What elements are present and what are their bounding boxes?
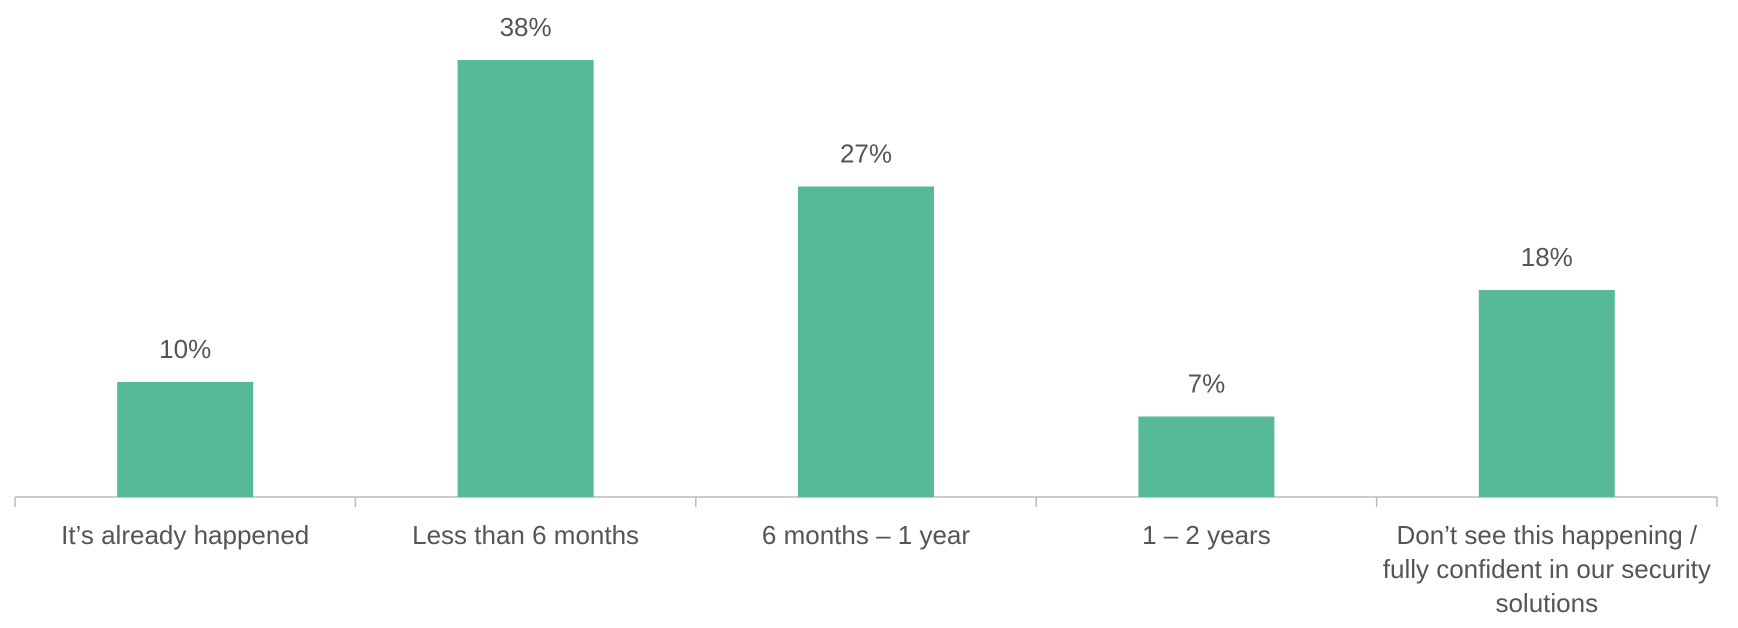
value-label: 38%: [500, 12, 552, 42]
value-label: 27%: [840, 139, 892, 169]
bar: [457, 60, 594, 497]
bar: [117, 382, 254, 497]
x-tick-label: Don’t see this happening / fully confide…: [1382, 520, 1711, 618]
bar: [1478, 290, 1615, 497]
x-tick-label: 1 – 2 years: [1142, 520, 1271, 550]
x-tick-label: Less than 6 months: [412, 520, 640, 550]
value-label: 10%: [159, 334, 211, 364]
value-label: 7%: [1188, 369, 1226, 399]
value-label: 18%: [1521, 242, 1573, 272]
bar: [1138, 416, 1275, 497]
x-tick-label: 6 months – 1 year: [761, 520, 971, 550]
x-tick-label: It’s already happened: [61, 520, 310, 550]
bar: [798, 186, 934, 497]
